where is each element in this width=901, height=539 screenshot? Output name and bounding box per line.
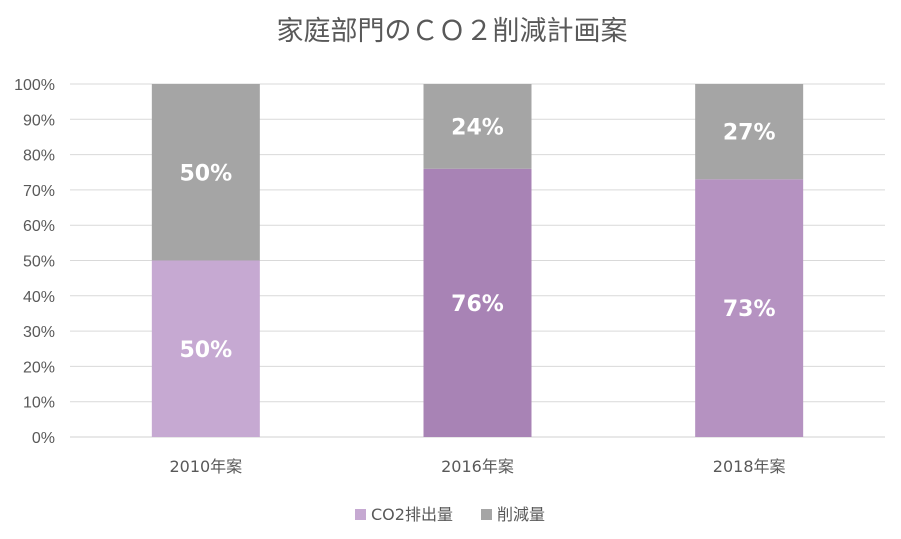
data-label: 27%: [723, 121, 776, 146]
y-axis-tick-labels: 0% 10% 20% 30% 40% 50% 60% 70% 80% 90% 100%: [14, 77, 55, 447]
x-category-label: 2016年案: [441, 457, 514, 476]
bar-segment-reduction: [151, 84, 260, 261]
data-label: 76%: [451, 292, 504, 317]
x-axis-category-labels: 2010年案 2016年案 2018年案: [169, 457, 785, 476]
legend-label: 削減量: [497, 505, 545, 524]
bar-segment-emission: [423, 168, 532, 437]
x-category-label: 2018年案: [713, 457, 786, 476]
y-tick-label: 10%: [23, 395, 55, 412]
y-tick-label: 50%: [23, 254, 55, 271]
y-tick-label: 60%: [23, 218, 55, 235]
data-label: 73%: [723, 297, 776, 322]
bar-segment-emission: [151, 260, 260, 437]
legend-label: CO2排出量: [371, 505, 453, 524]
bar-segment-emission: [695, 179, 804, 437]
y-tick-label: 40%: [23, 289, 55, 306]
bar-segment-reduction: [695, 84, 804, 180]
bar-segment-reduction: [423, 84, 532, 169]
y-tick-label: 70%: [23, 183, 55, 200]
data-label: 24%: [451, 115, 504, 140]
y-tick-label: 30%: [23, 324, 55, 341]
data-label: 50%: [179, 161, 232, 186]
bar-series: [151, 84, 804, 437]
x-category-label: 2010年案: [169, 457, 242, 476]
y-tick-label: 80%: [23, 148, 55, 165]
legend-swatch: [355, 509, 366, 520]
y-tick-label: 0%: [32, 430, 55, 447]
data-label: 50%: [179, 338, 232, 363]
legend-swatch: [481, 509, 492, 520]
y-tick-label: 20%: [23, 359, 55, 376]
chart-title: 家庭部門のＣＯ２削減計画案: [277, 16, 628, 47]
legend: CO2排出量 削減量: [355, 505, 545, 524]
data-labels: 50% 50% 76% 24% 73% 27%: [179, 115, 775, 362]
y-tick-label: 100%: [14, 77, 55, 94]
y-tick-label: 90%: [23, 112, 55, 129]
